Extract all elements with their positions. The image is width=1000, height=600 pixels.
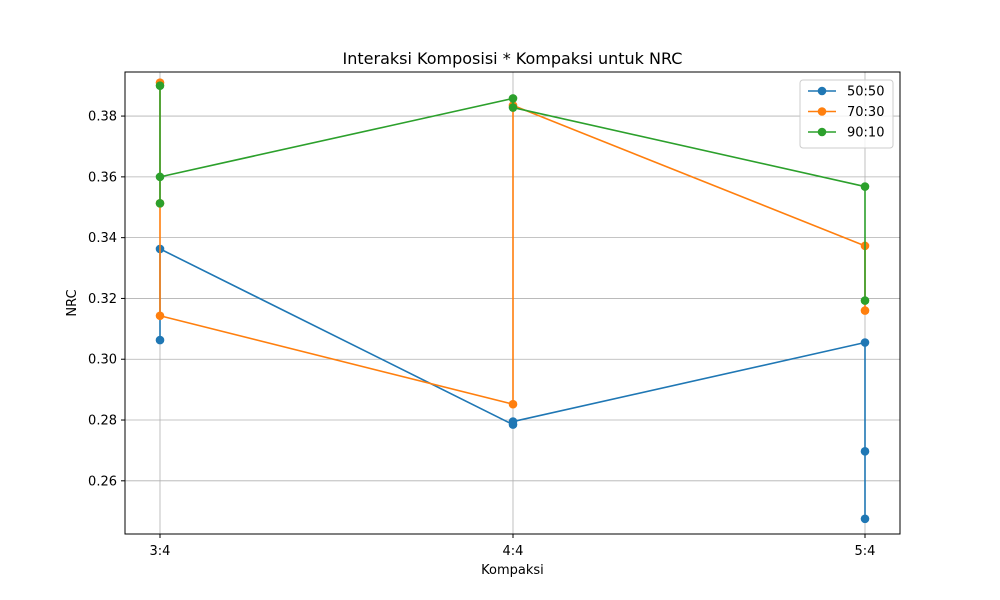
data-point [508, 103, 518, 112]
y-axis-label: NRC [65, 289, 80, 316]
legend-marker [817, 127, 827, 137]
y-tick-label: 0.34 [88, 231, 117, 246]
y-tick-label: 0.32 [88, 292, 117, 307]
data-point [860, 447, 870, 456]
legend-label: 70:30 [847, 105, 884, 120]
legend: 50:50 70:30 90:10 [799, 79, 894, 149]
x-axis-label: Kompaksi [481, 563, 544, 578]
chart-title: Interaksi Komposisi * Kompaksi untuk NRC [343, 49, 683, 68]
y-tick-label: 0.26 [88, 474, 117, 489]
x-tick-label: 3:4 [150, 544, 171, 559]
data-point [155, 172, 165, 182]
x-tick-label: 5:4 [855, 544, 876, 559]
legend-marker [817, 107, 827, 116]
legend-label: 90:10 [847, 126, 884, 141]
y-tick-label: 0.36 [88, 170, 117, 185]
legend-item: 50:50 [808, 85, 884, 100]
legend-item: 70:30 [808, 105, 884, 120]
data-point [860, 306, 870, 315]
data-point [155, 199, 165, 208]
data-point [155, 335, 165, 345]
data-point [155, 311, 165, 321]
legend-marker [817, 86, 827, 96]
legend-item: 90:10 [808, 126, 884, 141]
legend-label: 50:50 [847, 85, 884, 100]
data-point [508, 94, 518, 103]
series-layer [155, 78, 870, 524]
data-point [508, 399, 518, 409]
x-tick-label: 4:4 [503, 544, 524, 559]
data-point [508, 417, 518, 426]
data-point [860, 338, 870, 347]
data-point [860, 296, 870, 305]
data-point [860, 182, 870, 191]
y-tick-label: 0.30 [88, 353, 117, 368]
series-90-10 [155, 81, 870, 305]
data-point [155, 81, 165, 90]
y-tick-label: 0.38 [88, 110, 117, 125]
axis-ticks: 3:4 4:4 5:4 0.26 0.28 0.30 0.32 0.34 0.36 0.38 [88, 110, 875, 559]
data-point [860, 514, 870, 524]
y-tick-label: 0.28 [88, 414, 117, 429]
